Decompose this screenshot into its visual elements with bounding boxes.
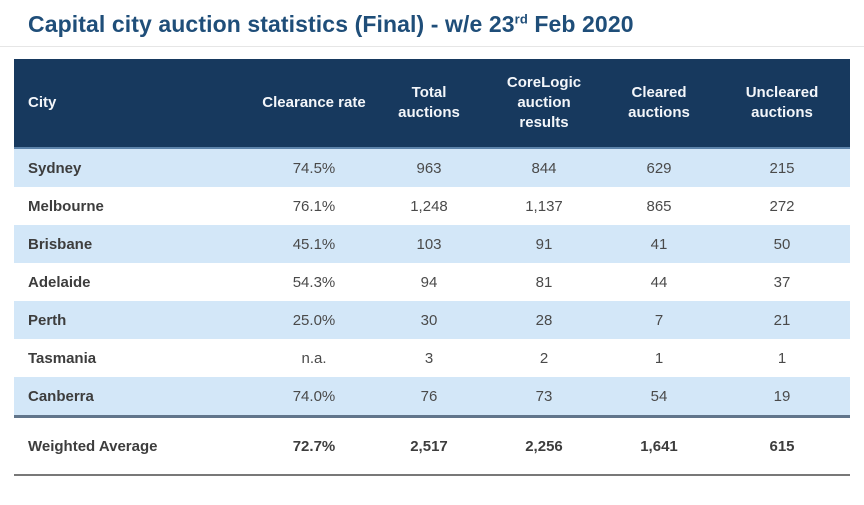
cell-city: Adelaide — [28, 273, 91, 291]
cell-city: Perth — [28, 311, 67, 329]
cell-corelogic-results: 844 — [531, 159, 557, 177]
column-header-city: City — [14, 59, 254, 148]
table-row-sydney: Sydney 74.5% 963 844 629 215 — [14, 148, 850, 187]
cell-total-auctions: 3 — [424, 349, 434, 367]
page-title-text: Capital city auction statistics (Final) … — [28, 11, 515, 37]
cell-city: Canberra — [28, 387, 94, 405]
cell-total-auctions: 30 — [420, 311, 438, 329]
cell-clearance-rate: 72.7% — [292, 437, 336, 455]
cell-corelogic-results: 73 — [535, 387, 553, 405]
title-divider — [0, 46, 864, 47]
cell-total-auctions: 963 — [416, 159, 442, 177]
table-header: City Clearance rate Total auctions CoreL… — [14, 59, 850, 148]
page-title-date: Feb 2020 — [527, 11, 634, 37]
auction-statistics-table: City Clearance rate Total auctions CoreL… — [14, 59, 850, 476]
cell-clearance-rate: 54.3% — [292, 273, 336, 291]
cell-uncleared-auctions: 19 — [773, 387, 791, 405]
cell-city: Melbourne — [28, 197, 104, 215]
table-row-brisbane: Brisbane 45.1% 103 91 41 50 — [14, 225, 850, 263]
cell-cleared-auctions: 54 — [650, 387, 668, 405]
cell-cleared-auctions: 41 — [650, 235, 668, 253]
cell-cleared-auctions: 7 — [654, 311, 664, 329]
column-header-corelogic-auction-results: CoreLogic auction results — [484, 59, 604, 148]
page-title-ordinal-superscript: rd — [514, 11, 528, 27]
cell-clearance-rate: 76.1% — [292, 197, 336, 215]
column-header-uncleared-auctions: Uncleared auctions — [714, 59, 850, 148]
cell-uncleared-auctions: 50 — [773, 235, 791, 253]
cell-uncleared-auctions: 21 — [773, 311, 791, 329]
cell-cleared-auctions: 1,641 — [640, 437, 678, 455]
cell-corelogic-results: 2 — [539, 349, 549, 367]
cell-uncleared-auctions: 37 — [773, 273, 791, 291]
cell-uncleared-auctions: 215 — [769, 159, 795, 177]
column-header-cleared-auctions: Cleared auctions — [604, 59, 714, 148]
cell-cleared-auctions: 44 — [650, 273, 668, 291]
table-body: Sydney 74.5% 963 844 629 215 Melbourne 7… — [14, 148, 850, 417]
table-footer: Weighted Average 72.7% 2,517 2,256 1,641… — [14, 416, 850, 475]
table-row-tasmania: Tasmania n.a. 3 2 1 1 — [14, 339, 850, 377]
cell-total-auctions: 2,517 — [410, 437, 448, 455]
cell-cleared-auctions: 865 — [646, 197, 672, 215]
page-title: Capital city auction statistics (Final) … — [0, 0, 864, 38]
cell-uncleared-auctions: 615 — [769, 437, 795, 455]
table-row-adelaide: Adelaide 54.3% 94 81 44 37 — [14, 263, 850, 301]
cell-total-auctions: 1,248 — [410, 197, 448, 215]
column-header-clearance-rate: Clearance rate — [254, 59, 374, 148]
cell-clearance-rate: n.a. — [301, 349, 327, 367]
cell-total-auctions: 103 — [416, 235, 442, 253]
cell-corelogic-results: 28 — [535, 311, 553, 329]
cell-clearance-rate: 74.5% — [292, 159, 336, 177]
cell-weighted-average-label: Weighted Average — [28, 437, 158, 455]
cell-clearance-rate: 45.1% — [292, 235, 336, 253]
column-header-total-auctions: Total auctions — [374, 59, 484, 148]
cell-corelogic-results: 91 — [535, 235, 553, 253]
cell-corelogic-results: 81 — [535, 273, 553, 291]
cell-corelogic-results: 2,256 — [525, 437, 563, 455]
cell-city: Tasmania — [28, 349, 97, 367]
cell-city: Brisbane — [28, 235, 93, 253]
header-row: City Clearance rate Total auctions CoreL… — [14, 59, 850, 148]
cell-corelogic-results: 1,137 — [525, 197, 563, 215]
table-row-canberra: Canberra 74.0% 76 73 54 19 — [14, 377, 850, 417]
table-row-melbourne: Melbourne 76.1% 1,248 1,137 865 272 — [14, 187, 850, 225]
table-row-perth: Perth 25.0% 30 28 7 21 — [14, 301, 850, 339]
cell-cleared-auctions: 629 — [646, 159, 672, 177]
cell-clearance-rate: 74.0% — [292, 387, 336, 405]
cell-total-auctions: 76 — [420, 387, 438, 405]
cell-clearance-rate: 25.0% — [292, 311, 336, 329]
cell-uncleared-auctions: 1 — [777, 349, 787, 367]
cell-cleared-auctions: 1 — [654, 349, 664, 367]
cell-uncleared-auctions: 272 — [769, 197, 795, 215]
weighted-average-row: Weighted Average 72.7% 2,517 2,256 1,641… — [14, 416, 850, 475]
cell-city: Sydney — [28, 159, 82, 177]
cell-total-auctions: 94 — [420, 273, 438, 291]
